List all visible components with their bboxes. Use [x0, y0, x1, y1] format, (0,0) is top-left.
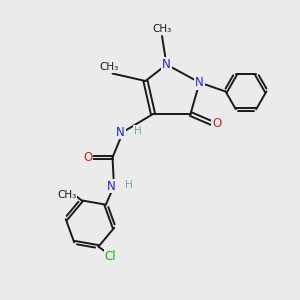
Text: Cl: Cl	[105, 250, 116, 263]
Text: N: N	[162, 58, 171, 71]
Text: N: N	[195, 76, 204, 89]
Text: CH₃: CH₃	[100, 62, 119, 72]
Text: O: O	[212, 117, 221, 130]
Text: N: N	[107, 179, 116, 193]
Text: O: O	[83, 151, 92, 164]
Text: H: H	[134, 125, 142, 136]
Text: N: N	[116, 125, 125, 139]
Text: CH₃: CH₃	[152, 24, 172, 34]
Text: CH₃: CH₃	[57, 190, 76, 200]
Text: H: H	[125, 179, 133, 190]
